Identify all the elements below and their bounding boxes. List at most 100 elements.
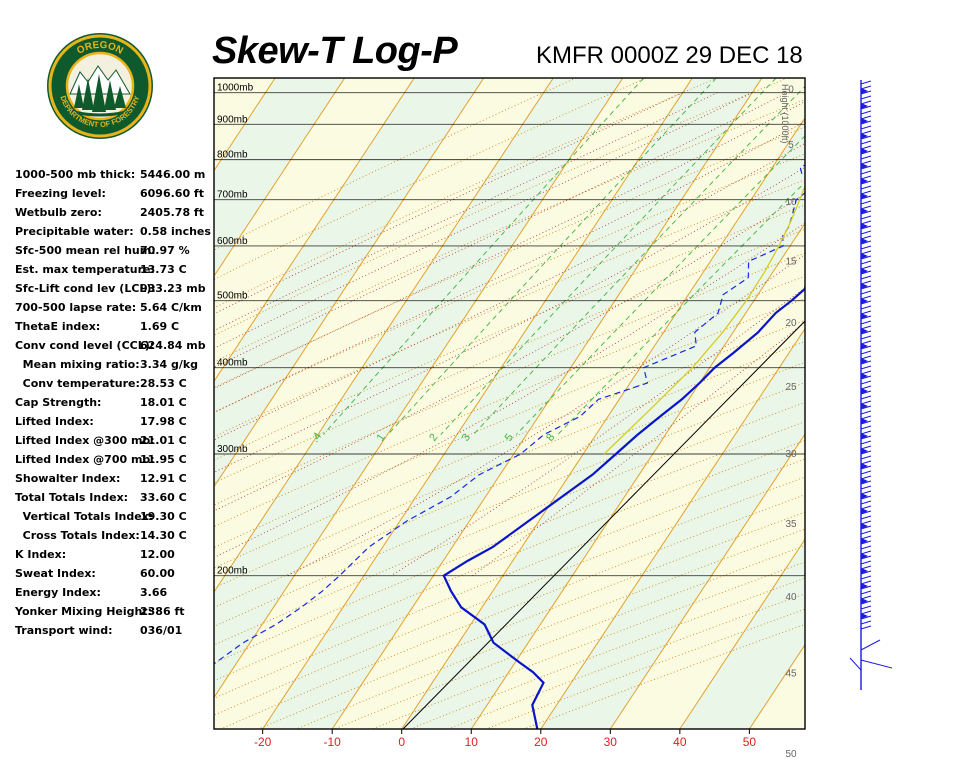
wind-barb	[860, 330, 872, 335]
wind-barb-pennant	[861, 103, 868, 109]
wind-barb	[860, 245, 872, 250]
dry-adiabat	[448, 593, 805, 729]
wind-barb	[860, 485, 872, 490]
wind-barb	[860, 95, 872, 100]
wind-barb	[860, 410, 872, 415]
x-tick-label: 20	[534, 735, 548, 749]
height-tick-label: 25	[785, 382, 797, 393]
wind-barb	[860, 260, 872, 265]
mixing-ratio-line	[387, 78, 717, 435]
isotherm-line	[540, 327, 805, 729]
index-label: Conv temperature:	[15, 377, 140, 390]
wind-barb	[860, 425, 872, 430]
mixing-ratio-line	[557, 181, 805, 435]
mixing-ratio-label: 3	[460, 432, 473, 444]
index-label: ThetaE index:	[15, 320, 101, 333]
pressure-label: 600mb	[217, 236, 248, 247]
wind-barb	[860, 335, 872, 340]
wind-barb	[860, 310, 872, 315]
index-value: 2405.78 ft	[140, 206, 204, 219]
wind-barb	[860, 560, 872, 565]
index-value: 11.95 C	[140, 453, 187, 466]
wind-barb	[860, 175, 872, 180]
wind-barb	[860, 365, 872, 370]
index-row: Sfc-Lift cond lev (LCL): 933.23 mb	[15, 282, 215, 301]
isotherm-line	[262, 78, 693, 729]
index-value: 14.30 C	[140, 529, 187, 542]
wind-barb	[860, 385, 872, 390]
stability-indices-panel: 1000-500 mb thick: 5446.00 m Freezing leve…	[15, 168, 215, 643]
wind-barb-pennant	[861, 463, 868, 469]
wind-barb-pennant	[861, 568, 868, 574]
index-row: Lifted Index: 17.98 C	[15, 415, 215, 434]
wind-barb-pennant	[861, 178, 868, 184]
wind-barb-pennant	[861, 223, 868, 229]
profiles	[214, 164, 805, 729]
index-value: 933.23 mb	[140, 282, 206, 295]
index-value: 70.97 %	[140, 244, 190, 257]
isotherm-band	[214, 78, 693, 729]
wind-barb	[860, 225, 872, 230]
wind-barb	[860, 140, 872, 145]
wind-barb	[860, 620, 872, 625]
wind-barb	[860, 490, 872, 495]
mixing-ratio-label: 1	[374, 432, 387, 444]
oregon-department-of-forestry-logo: OREGON DEPARTMENT OF FORESTRY	[47, 33, 153, 139]
wind-barb-pennant	[861, 328, 868, 334]
index-row: Lifted Index @700 mb: 11.95 C	[15, 453, 215, 472]
wind-barb-pennant	[861, 418, 868, 424]
mixing-ratio-line	[323, 78, 645, 435]
wind-barb	[860, 610, 872, 615]
height-axis: 0 5 10 15 20 25 30 35 40 45 50 Height (1000ft)	[780, 84, 797, 760]
wind-barb	[860, 525, 872, 530]
wind-barb	[860, 285, 872, 290]
wind-barb	[860, 195, 872, 200]
index-value: 13.73 C	[140, 263, 187, 276]
moist-adiabat	[287, 253, 805, 577]
wind-barb	[860, 305, 872, 310]
index-label: Conv cond level (CCL):	[15, 339, 155, 352]
wind-barb	[860, 215, 872, 220]
index-label: Energy Index:	[15, 586, 101, 599]
dry-adiabat	[214, 458, 805, 699]
wind-barb	[860, 255, 872, 260]
wind-barb-pennant	[861, 508, 868, 514]
wind-barb	[860, 345, 872, 350]
svg-text:OREGON: OREGON	[75, 40, 125, 57]
index-label: Lifted Index @300 mb:	[15, 434, 155, 447]
index-value: 1.69 C	[140, 320, 180, 333]
wind-barb	[860, 550, 872, 555]
index-value: 2386 ft	[140, 605, 185, 618]
wind-barb	[860, 100, 872, 105]
wind-barb	[860, 395, 872, 400]
index-value: 3.66	[140, 586, 168, 599]
index-label: 700-500 lapse rate:	[15, 301, 137, 314]
index-value: 5.64 C/km	[140, 301, 202, 314]
pressure-label: 700mb	[217, 190, 248, 201]
mixing-ratio-label: 2	[427, 432, 440, 444]
moist-adiabat	[214, 222, 805, 558]
wind-barb-pennant	[861, 238, 868, 244]
wind-barb-pennant	[861, 613, 868, 619]
index-row: Yonker Mixing Height: 2386 ft	[15, 605, 215, 624]
pressure-label: 500mb	[217, 291, 248, 302]
isotherm-band	[262, 78, 762, 729]
height-tick-label: 0	[788, 85, 794, 96]
wind-barb-pennant	[861, 553, 868, 559]
wind-barb	[860, 185, 872, 190]
wind-barb	[860, 200, 872, 205]
dry-adiabat	[334, 545, 805, 729]
index-value: 0.58 inches	[140, 225, 211, 238]
x-tick-label: -20	[254, 735, 272, 749]
index-value: 18.01 C	[140, 396, 187, 409]
wind-barb-pennant	[861, 343, 868, 349]
dry-adiabat	[214, 476, 805, 716]
wind-barb-pennant	[861, 538, 868, 544]
wind-barb-pennant	[861, 313, 868, 319]
wind-barb	[860, 135, 872, 140]
wind-barb	[860, 230, 872, 235]
wind-barb	[860, 290, 872, 295]
index-row: Transport wind: 036/01	[15, 624, 215, 643]
index-label: Cap Strength:	[15, 396, 102, 409]
index-label: Total Totals Index:	[15, 491, 129, 504]
